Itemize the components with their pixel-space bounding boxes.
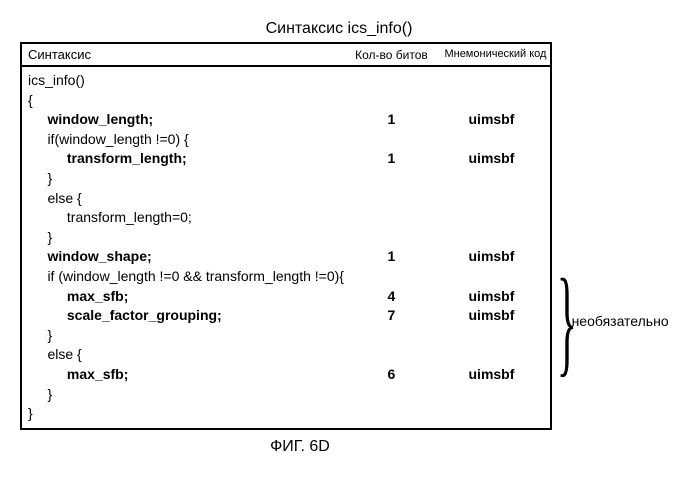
mnemonic-cell (439, 267, 544, 287)
mnemonic-cell (439, 71, 544, 91)
syntax-cell: scale_factor_grouping; (28, 306, 344, 326)
syntax-cell: } (28, 326, 344, 346)
table-row: } (28, 404, 544, 424)
mnemonic-cell (439, 404, 544, 424)
bits-cell (344, 71, 439, 91)
syntax-cell: } (28, 169, 344, 189)
table-row: } (28, 228, 544, 248)
bits-cell: 1 (344, 247, 439, 267)
syntax-cell: if (window_length !=0 && transform_lengt… (28, 267, 344, 287)
header-syntax: Синтаксис (22, 44, 342, 65)
table-row: } (28, 169, 544, 189)
figure-label: ФИГ. 6D (20, 438, 580, 456)
table-row: } (28, 385, 544, 405)
mnemonic-cell (439, 326, 544, 346)
mnemonic-cell: uimsbf (439, 247, 544, 267)
bits-cell: 1 (344, 149, 439, 169)
syntax-cell: if(window_length !=0) { (28, 130, 344, 150)
syntax-cell: window_shape; (28, 247, 344, 267)
bits-cell: 6 (344, 365, 439, 385)
bits-cell (344, 345, 439, 365)
content-outer: Синтаксис Кол-во битов Мнемонический код… (20, 42, 658, 430)
curly-brace-icon: } (557, 267, 577, 375)
mnemonic-cell (439, 208, 544, 228)
bits-cell (344, 208, 439, 228)
bits-cell (344, 130, 439, 150)
syntax-cell: max_sfb; (28, 287, 344, 307)
mnemonic-cell: uimsbf (439, 306, 544, 326)
table-header: Синтаксис Кол-во битов Мнемонический код (22, 44, 550, 67)
mnemonic-cell: uimsbf (439, 149, 544, 169)
optional-annotation: } необязательно (552, 77, 669, 395)
syntax-cell: else { (28, 345, 344, 365)
table-row: if (window_length !=0 && transform_lengt… (28, 267, 544, 287)
table-row: { (28, 91, 544, 111)
bits-cell (344, 189, 439, 209)
bits-cell (344, 267, 439, 287)
mnemonic-cell (439, 91, 544, 111)
bits-cell (344, 385, 439, 405)
header-bits: Кол-во битов (342, 45, 441, 65)
syntax-cell: } (28, 404, 344, 424)
table-row: max_sfb;6uimsbf (28, 365, 544, 385)
optional-label: необязательно (572, 313, 669, 329)
syntax-cell: } (28, 228, 344, 248)
bits-cell (344, 404, 439, 424)
bits-cell: 1 (344, 110, 439, 130)
table-body: ics_info(){ window_length;1uimsbf if(win… (22, 67, 550, 428)
syntax-cell: } (28, 385, 344, 405)
table-row: ics_info() (28, 71, 544, 91)
bits-cell: 7 (344, 306, 439, 326)
bits-cell (344, 228, 439, 248)
table-row: if(window_length !=0) { (28, 130, 544, 150)
syntax-cell: else { (28, 189, 344, 209)
bits-cell (344, 91, 439, 111)
mnemonic-cell: uimsbf (439, 287, 544, 307)
mnemonic-cell (439, 130, 544, 150)
mnemonic-cell (439, 189, 544, 209)
mnemonic-cell: uimsbf (439, 110, 544, 130)
table-row: } (28, 326, 544, 346)
syntax-table: Синтаксис Кол-во битов Мнемонический код… (20, 42, 552, 430)
table-row: else { (28, 345, 544, 365)
mnemonic-cell (439, 169, 544, 189)
table-row: max_sfb;4uimsbf (28, 287, 544, 307)
syntax-cell: ics_info() (28, 71, 344, 91)
table-row: scale_factor_grouping;7uimsbf (28, 306, 544, 326)
table-row: else { (28, 189, 544, 209)
page-title: Синтаксис ics_info() (20, 20, 658, 38)
table-row: transform_length=0; (28, 208, 544, 228)
bits-cell: 4 (344, 287, 439, 307)
table-row: window_shape;1uimsbf (28, 247, 544, 267)
mnemonic-cell: uimsbf (439, 365, 544, 385)
syntax-cell: window_length; (28, 110, 344, 130)
syntax-cell: { (28, 91, 344, 111)
syntax-cell: transform_length; (28, 149, 344, 169)
bits-cell (344, 169, 439, 189)
header-mnemonic: Мнемонический код (441, 45, 550, 63)
mnemonic-cell (439, 345, 544, 365)
syntax-cell: max_sfb; (28, 365, 344, 385)
table-row: transform_length;1uimsbf (28, 149, 544, 169)
syntax-cell: transform_length=0; (28, 208, 344, 228)
mnemonic-cell (439, 228, 544, 248)
table-row: window_length;1uimsbf (28, 110, 544, 130)
bits-cell (344, 326, 439, 346)
mnemonic-cell (439, 385, 544, 405)
